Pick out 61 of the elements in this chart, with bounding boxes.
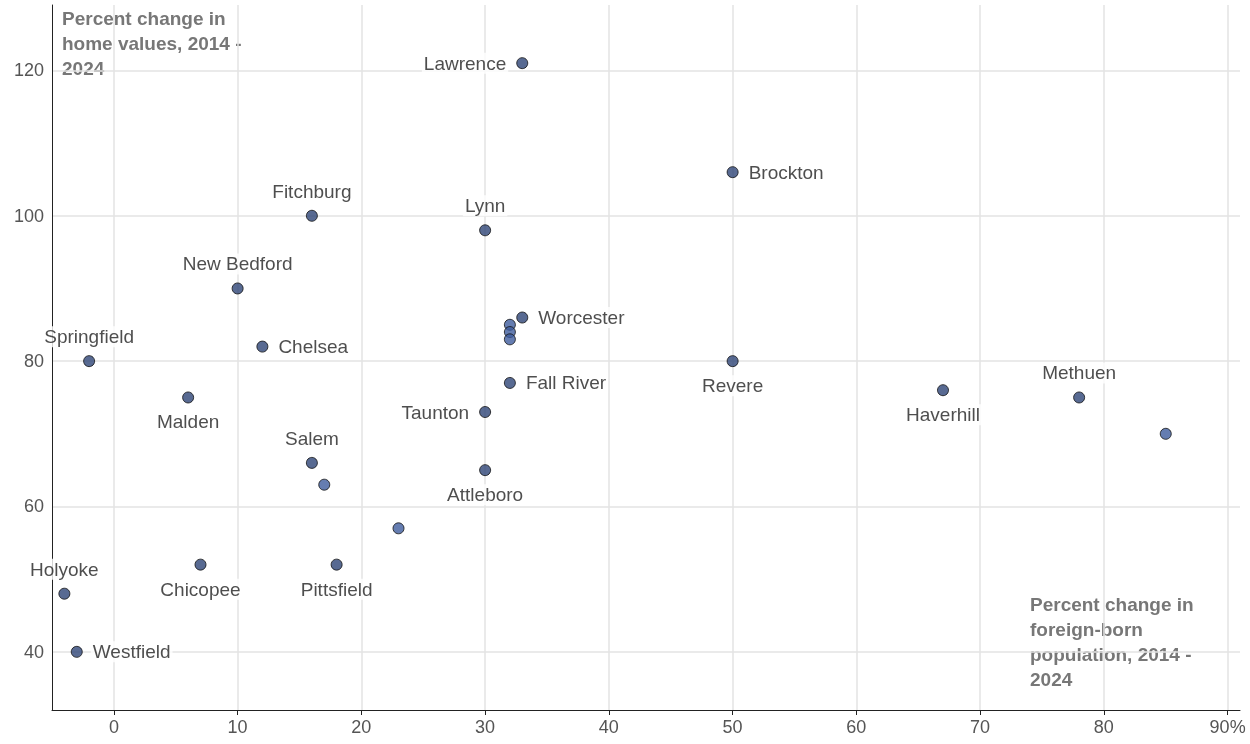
annotation: Taunton [401,401,470,423]
x-tick-label: 40 [598,717,619,737]
annotation: Chicopee [160,578,241,600]
annotation: Salem [284,427,339,449]
point [318,478,331,491]
y-axis-title: Percent change in home values, 2014 - 2024 [62,8,247,79]
point [479,224,492,237]
point [83,355,96,368]
annotation: Worcester [538,307,626,329]
annotation: Holyoke [30,558,99,580]
point [726,355,739,368]
x-axis-title: Percent change in foreign-born population, 2014 - 2024 [1030,594,1199,690]
annotation: Westfield [92,641,171,663]
x-tick-label: 50 [722,717,743,737]
point [231,282,244,295]
annotation: Fitchburg [272,180,352,202]
point [479,464,492,477]
annotation: Brockton [748,161,824,183]
point [1159,427,1172,440]
point [1073,391,1086,404]
point [392,522,405,535]
point [194,558,207,571]
point [503,333,516,346]
point [182,391,195,404]
point [516,57,529,70]
x-tick-label: 30 [475,717,496,737]
point [58,587,71,600]
annotation: Fall River [525,372,607,394]
x-tick-label: 10 [227,717,248,737]
x-tick-label: 70 [970,717,991,737]
point [305,209,318,222]
y-tick-label: 100 [13,205,44,226]
annotation: Chelsea [278,336,349,358]
x-tick-label: 0 [108,717,119,737]
point [503,376,516,389]
point [937,384,949,397]
x-tick-label: 90% [1209,717,1246,737]
point [256,340,269,353]
annotation: New Bedford [182,253,293,275]
annotation: Springfield [44,326,135,348]
point [516,311,529,324]
point [330,558,343,571]
point [726,166,739,179]
annotation: Methuen [1042,362,1117,384]
point [479,406,492,419]
annotation: Lawrence [423,52,507,74]
y-tick-label: 120 [13,60,44,81]
x-tick-label: 80 [1093,717,1114,737]
annotation: Pittsfield [300,578,373,600]
point [70,645,83,658]
annotation: Haverhill [906,404,980,426]
point [305,456,318,469]
annotation: Malden [156,411,220,433]
y-tick-label: 80 [23,351,44,372]
annotation: Lynn [464,195,506,217]
x-tick-label: 20 [351,717,372,737]
y-tick-label: 60 [23,496,44,517]
y-tick-label: 40 [23,641,44,662]
x-tick-label: 60 [846,717,867,737]
annotation: Revere [702,375,764,397]
annotation: Attleboro [447,484,524,506]
